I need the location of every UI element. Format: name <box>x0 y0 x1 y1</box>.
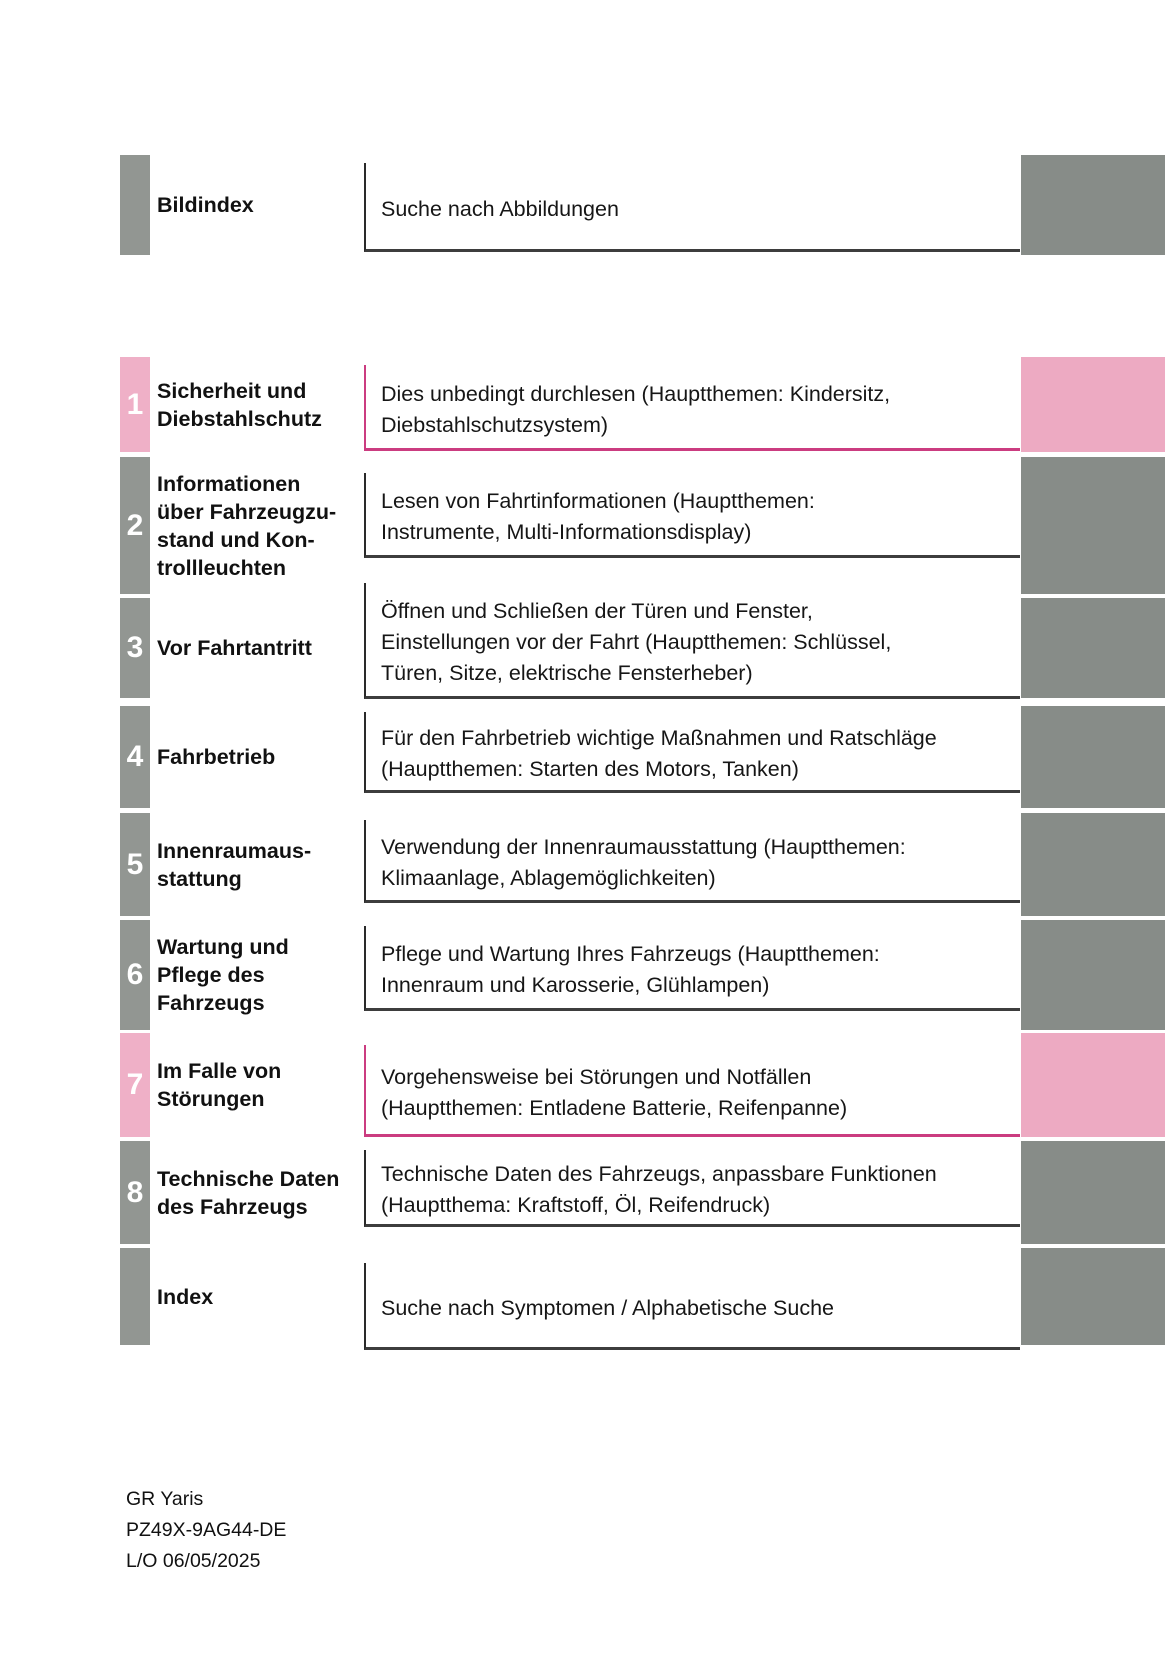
chapter-number: 7 <box>126 1068 144 1101</box>
chapter-description-box: Vorgehensweise bei Störungen und Notfäll… <box>364 1045 1020 1137</box>
chapter-number: 8 <box>126 1175 144 1209</box>
footer-layout-date: L/O 06/05/2025 <box>126 1550 261 1572</box>
chapter-tab-marker <box>1021 357 1165 452</box>
chapter-tab-marker <box>1021 598 1165 698</box>
chapter-description: Verwendung der Innenraumausstattung (Hau… <box>381 835 906 890</box>
chapter-label: Im Falle von Störungen <box>157 1059 282 1111</box>
chapter-description: Öffnen und Schließen der Türen und Fenst… <box>381 599 892 685</box>
chapter-description: Für den Fahrbetrieb wichtige Maßnahmen u… <box>381 726 937 781</box>
chapter-number-box: 8 <box>120 1141 150 1244</box>
chapter-label: Bildindex <box>157 193 254 217</box>
chapter-number-box: 5 <box>120 813 150 916</box>
chapter-number: 5 <box>126 847 144 881</box>
chapter-number-box: 3 <box>120 598 150 698</box>
chapter-description: Suche nach Symptomen / Alphabetische Suc… <box>381 1295 834 1320</box>
chapter-tab-marker <box>1021 920 1165 1030</box>
chapter-description-box: Dies unbedingt durchlesen (Hauptthemen: … <box>364 365 1020 451</box>
chapter-number-box: 1 <box>120 357 150 452</box>
chapter-label: Technische Daten des Fahrzeugs <box>157 1166 340 1219</box>
chapter-label: Wartung und Pflege des Fahrzeugs <box>157 935 289 1015</box>
chapter-description: Dies unbedingt durchlesen (Hauptthemen: … <box>381 381 891 437</box>
chapter-description-box: Suche nach Symptomen / Alphabetische Suc… <box>364 1263 1020 1350</box>
chapter-label: Sicherheit und Diebstahlschutz <box>157 378 322 431</box>
chapter-description: Vorgehensweise bei Störungen und Notfäll… <box>381 1064 848 1120</box>
chapter-description-box: Verwendung der Innenraumausstattung (Hau… <box>364 820 1020 903</box>
chapter-description-box: Für den Fahrbetrieb wichtige Maßnahmen u… <box>364 712 1020 793</box>
chapter-description-box: Technische Daten des Fahrzeugs, anpassba… <box>364 1150 1020 1227</box>
chapter-number-box: 4 <box>120 706 150 808</box>
footer: GR Yaris PZ49X-9AG44-DE L/O 06/05/2025 <box>126 1484 286 1577</box>
chapter-number: 3 <box>126 631 144 664</box>
chapter-description-box: Öffnen und Schließen der Türen und Fenst… <box>364 583 1020 699</box>
chapter-description-box: Pflege und Wartung Ihres Fahrzeugs (Haup… <box>364 926 1020 1011</box>
chapter-number-box <box>120 1248 150 1345</box>
chapter-tab-marker <box>1021 1248 1165 1345</box>
chapter-tab-marker <box>1021 706 1165 808</box>
chapter-number: 4 <box>126 740 144 773</box>
chapter-tab-marker <box>1021 813 1165 916</box>
footer-model: GR Yaris <box>126 1488 204 1510</box>
chapter-description: Technische Daten des Fahrzeugs, anpassba… <box>381 1162 937 1217</box>
chapter-number: 1 <box>126 387 144 421</box>
chapter-label: Fahrbetrieb <box>157 745 276 769</box>
chapter-number: 6 <box>126 958 144 991</box>
chapter-tab-marker <box>1021 457 1165 594</box>
chapter-number: 2 <box>126 508 144 542</box>
footer-part-code: PZ49X-9AG44-DE <box>126 1519 287 1541</box>
chapter-description: Suche nach Abbildungen <box>381 196 619 221</box>
chapter-number-box <box>120 155 150 255</box>
chapter-tab-marker <box>1021 1033 1165 1137</box>
chapter-label: Informationen über Fahrzeugzu- stand und… <box>157 471 337 580</box>
chapter-label: Vor Fahrtantritt <box>157 636 312 660</box>
chapter-description: Pflege und Wartung Ihres Fahrzeugs (Haup… <box>381 942 880 997</box>
chapter-number-box: 2 <box>120 457 150 594</box>
chapter-tab-marker <box>1021 155 1165 255</box>
chapter-label: Innenraumaus- stattung <box>157 838 312 891</box>
chapter-label: Index <box>157 1284 214 1309</box>
chapter-description-box: Suche nach Abbildungen <box>364 163 1020 252</box>
chapter-number-box: 7 <box>120 1033 150 1137</box>
chapter-number-box: 6 <box>120 920 150 1030</box>
chapter-description-box: Lesen von Fahrtinformationen (Haupttheme… <box>364 473 1020 558</box>
chapter-description: Lesen von Fahrtinformationen (Haupttheme… <box>381 489 815 544</box>
chapter-tab-marker <box>1021 1141 1165 1244</box>
